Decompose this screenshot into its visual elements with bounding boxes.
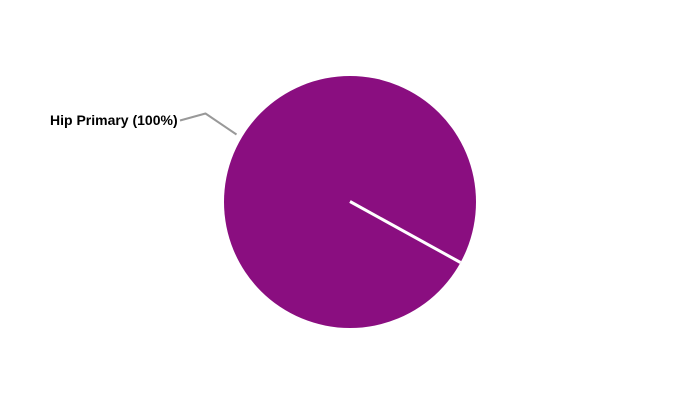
label-connector-line	[179, 112, 238, 136]
slice-boundary-line	[349, 200, 462, 264]
slice-label: Hip Primary (100%)	[50, 112, 178, 128]
